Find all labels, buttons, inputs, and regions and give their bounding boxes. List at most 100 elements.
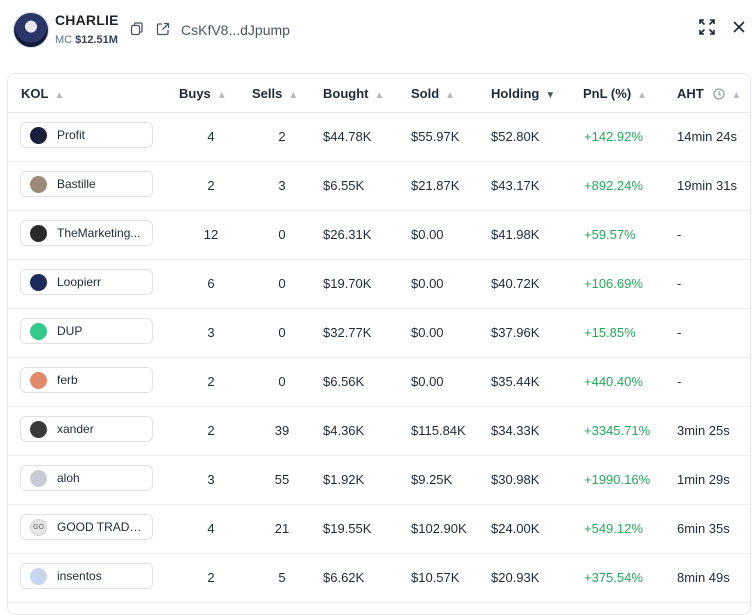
kol-chip[interactable]: aloh (20, 465, 153, 491)
market-cap: MC $12.51M (55, 34, 118, 46)
table-header: KOL ▲ Buys ▲ Sells ▲ Bought ▲ Sold ▲ Holding ▼… (8, 74, 750, 113)
cell-sells: 0 (278, 276, 286, 291)
cell-buys: 3 (207, 472, 215, 487)
cell-pnl: +892.24% (584, 178, 643, 193)
cell-pnl: +3345.71% (584, 423, 651, 438)
table-row[interactable]: TheMarketing... 12 0 $26.31K $0.00 $41.98K +59… (8, 210, 750, 260)
cell-sells: 55 (274, 472, 290, 487)
external-link-icon[interactable] (156, 22, 170, 36)
column-kol[interactable]: KOL ▲ (21, 86, 65, 101)
cell-pnl: +440.40% (584, 374, 643, 389)
column-aht[interactable]: AHT ▲ (677, 86, 742, 101)
token-address[interactable]: CsKfV8...dJpump (181, 22, 290, 38)
kol-name: DUP (57, 324, 83, 338)
column-holding[interactable]: Holding ▼ (491, 86, 556, 101)
kol-name: Loopierr (57, 275, 102, 289)
kol-avatar (30, 372, 47, 389)
cell-bought: $6.62K (323, 570, 365, 585)
cell-sells: 0 (278, 325, 286, 340)
column-sells[interactable]: Sells ▲ (252, 86, 299, 101)
kol-avatar (30, 421, 47, 438)
kol-name: xander (57, 422, 94, 436)
cell-pnl: +15.85% (584, 325, 636, 340)
cell-sold: $0.00 (411, 276, 444, 291)
token-name: CHARLIE (55, 12, 119, 28)
info-circle-icon[interactable] (713, 88, 725, 100)
token-header: CHARLIE MC $12.51M CsKfV8...dJpump (0, 0, 754, 62)
cell-buys: 3 (207, 325, 215, 340)
column-bought[interactable]: Bought ▲ (323, 86, 385, 101)
kol-name: TheMarketing... (57, 226, 141, 240)
kol-chip[interactable]: ferb (20, 367, 153, 393)
kol-chip[interactable]: DUP (20, 318, 153, 344)
kol-chip[interactable]: Bastille (20, 171, 153, 197)
cell-sold: $21.87K (411, 178, 460, 193)
cell-bought: $19.55K (323, 521, 372, 536)
kol-name: insentos (57, 569, 102, 583)
table-row[interactable]: Profit 4 2 $44.78K $55.97K $52.80K +142.92% 14m… (8, 112, 750, 162)
cell-bought: $19.70K (323, 276, 372, 291)
copy-icon[interactable] (130, 22, 144, 36)
cell-bought: $44.78K (323, 129, 372, 144)
cell-holding: $34.33K (491, 423, 540, 438)
cell-aht: 14min 24s (677, 129, 737, 144)
kol-name: GOOD TRADE... (57, 520, 147, 534)
close-icon[interactable] (730, 18, 748, 36)
table-row[interactable]: DUP 3 0 $32.77K $0.00 $37.96K +15.85% - (8, 308, 750, 358)
cell-sells: 21 (274, 521, 290, 536)
cell-holding: $20.93K (491, 570, 540, 585)
expand-icon[interactable] (698, 18, 716, 36)
cell-sells: 5 (278, 570, 286, 585)
kol-chip[interactable]: GO GOOD TRADE... (20, 514, 153, 540)
cell-aht: - (677, 227, 682, 242)
kol-avatar (30, 225, 47, 242)
cell-buys: 12 (203, 227, 219, 242)
kol-name: Bastille (57, 177, 96, 191)
column-pnl[interactable]: PnL (%) ▲ (583, 86, 648, 101)
cell-aht: 3min 25s (677, 423, 730, 438)
kol-avatar (30, 127, 47, 144)
cell-bought: $1.92K (323, 472, 365, 487)
table-row[interactable]: Loopierr 6 0 $19.70K $0.00 $40.72K +106.69% - (8, 259, 750, 309)
table-row[interactable]: insentos 2 5 $6.62K $10.57K $20.93K +375.54% 8m… (8, 553, 750, 603)
kol-table: KOL ▲ Buys ▲ Sells ▲ Bought ▲ Sold ▲ Holding ▼… (7, 73, 751, 615)
column-buys[interactable]: Buys ▲ (179, 86, 227, 101)
cell-sold: $10.57K (411, 570, 460, 585)
cell-pnl: +142.92% (584, 129, 643, 144)
cell-holding: $43.17K (491, 178, 540, 193)
cell-bought: $4.36K (323, 423, 365, 438)
cell-buys: 4 (207, 521, 215, 536)
table-row[interactable]: GO GOOD TRADE... 4 21 $19.55K $102.90K $24.00K… (8, 504, 750, 554)
kol-avatar (30, 568, 47, 585)
cell-aht: - (677, 325, 682, 340)
cell-pnl: +106.69% (584, 276, 643, 291)
cell-holding: $41.98K (491, 227, 540, 242)
cell-aht: 19min 31s (677, 178, 737, 193)
cell-pnl: +375.54% (584, 570, 643, 585)
kol-chip[interactable]: Profit (20, 122, 153, 148)
kol-chip[interactable]: Loopierr (20, 269, 153, 295)
kol-chip[interactable]: TheMarketing... (20, 220, 153, 246)
cell-sells: 39 (274, 423, 290, 438)
kol-chip[interactable]: xander (20, 416, 153, 442)
cell-buys: 2 (207, 570, 215, 585)
kol-avatar (30, 176, 47, 193)
cell-sells: 2 (278, 129, 286, 144)
table-row[interactable]: Bastille 2 3 $6.55K $21.87K $43.17K +892.24% 19… (8, 161, 750, 211)
cell-holding: $35.44K (491, 374, 540, 389)
cell-holding: $24.00K (491, 521, 540, 536)
cell-holding: $30.98K (491, 472, 540, 487)
column-sold[interactable]: Sold ▲ (411, 86, 456, 101)
cell-buys: 2 (207, 178, 215, 193)
kol-name: ferb (57, 373, 78, 387)
table-row[interactable]: aloh 3 55 $1.92K $9.25K $30.98K +1990.16% 1min … (8, 455, 750, 505)
kol-name: aloh (57, 471, 80, 485)
table-row[interactable]: ferb 2 0 $6.56K $0.00 $35.44K +440.40% - (8, 357, 750, 407)
cell-sold: $0.00 (411, 227, 444, 242)
kol-chip[interactable]: insentos (20, 563, 153, 589)
cell-sold: $0.00 (411, 325, 444, 340)
cell-aht: - (677, 374, 682, 389)
table-row[interactable]: xander 2 39 $4.36K $115.84K $34.33K +3345.71% 3… (8, 406, 750, 456)
kol-avatar: GO (30, 519, 47, 536)
cell-buys: 6 (207, 276, 215, 291)
